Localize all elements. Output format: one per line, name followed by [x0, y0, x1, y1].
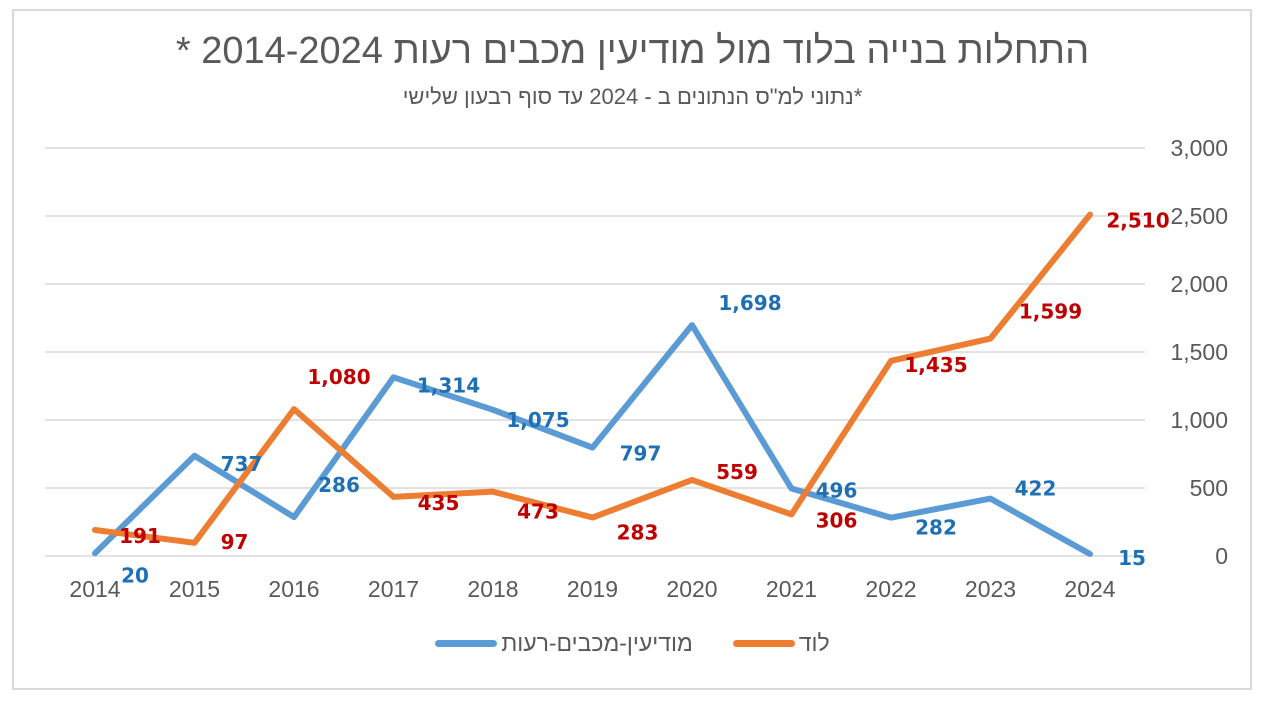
- data-label: 282: [915, 516, 957, 540]
- data-label: 559: [716, 460, 758, 484]
- data-label: 1,599: [1019, 300, 1082, 324]
- x-tick-label: 2019: [567, 576, 618, 602]
- data-label: 737: [221, 452, 263, 476]
- x-tick-label: 2020: [666, 576, 717, 602]
- y-tick-label: 1,000: [1170, 407, 1228, 433]
- x-tick-label: 2015: [169, 576, 220, 602]
- data-label: 306: [816, 508, 858, 532]
- legend-item-modiin: מודיעין-מכבים-רעות: [435, 630, 693, 657]
- data-labels: 20 737 286 1,314 1,075 797 1,698 496 282 422 15 191…: [119, 209, 1170, 588]
- series-line-1: [92, 211, 1093, 546]
- x-tick-label: 2023: [965, 576, 1016, 602]
- legend-label: מודיעין-מכבים-רעות: [501, 630, 693, 656]
- y-tick-label: 500: [1190, 475, 1228, 501]
- chart-title: התחלות בנייה בלוד מול מודיעין מכבים רעות…: [175, 30, 1090, 72]
- chart-frame: [12, 9, 1252, 690]
- chart-subtitle: *נתוני למ"ס הנתונים ב - 2024 עד סוף רבעו…: [402, 84, 863, 109]
- x-tick-label: 2016: [268, 576, 319, 602]
- data-label: 422: [1015, 477, 1057, 501]
- data-label: 191: [119, 524, 161, 548]
- x-tick-label: 2018: [467, 576, 518, 602]
- data-label: 286: [318, 473, 360, 497]
- x-tick-label: 2021: [766, 576, 817, 602]
- data-label: 97: [221, 530, 249, 554]
- legend-swatch: [732, 640, 795, 647]
- legend: לוד מודיעין-מכבים-רעות: [0, 630, 1265, 657]
- data-label: 15: [1118, 546, 1146, 570]
- x-tick-label: 2014: [69, 576, 120, 602]
- data-label: 1,080: [307, 365, 370, 389]
- gridlines: [45, 147, 1145, 557]
- data-label: 1,314: [417, 373, 480, 397]
- x-tick-label: 2024: [1064, 576, 1115, 602]
- y-tick-label: 2,000: [1170, 271, 1228, 297]
- y-tick-label: 1,500: [1170, 339, 1228, 365]
- data-label: 1,698: [718, 291, 781, 315]
- data-label: 1,435: [904, 353, 967, 377]
- data-label: 473: [517, 500, 559, 524]
- x-tick-label: 2022: [865, 576, 916, 602]
- data-label: 496: [816, 479, 858, 503]
- legend-label: לוד: [798, 630, 830, 656]
- series-lines: [92, 211, 1093, 557]
- legend-item-lod: לוד: [732, 630, 830, 657]
- series-line-0: [92, 322, 1093, 557]
- y-tick-label: 3,000: [1170, 135, 1228, 161]
- y-tick-label: 0: [1215, 543, 1228, 569]
- data-label: 283: [617, 521, 659, 545]
- x-axis-ticks: 2014 2015 2016 2017 2018 2019 2020 2021 2022 2023…: [69, 576, 1115, 602]
- data-label: 435: [418, 491, 460, 515]
- legend-swatch: [435, 640, 498, 647]
- data-label: 2,510: [1106, 209, 1169, 233]
- x-tick-label: 2017: [368, 576, 419, 602]
- y-axis-ticks: 0 500 1,000 1,500 2,000 2,500 3,000: [1170, 135, 1228, 569]
- y-tick-label: 2,500: [1170, 203, 1228, 229]
- data-label: 20: [121, 563, 149, 587]
- data-label: 797: [620, 442, 662, 466]
- data-label: 1,075: [506, 408, 569, 432]
